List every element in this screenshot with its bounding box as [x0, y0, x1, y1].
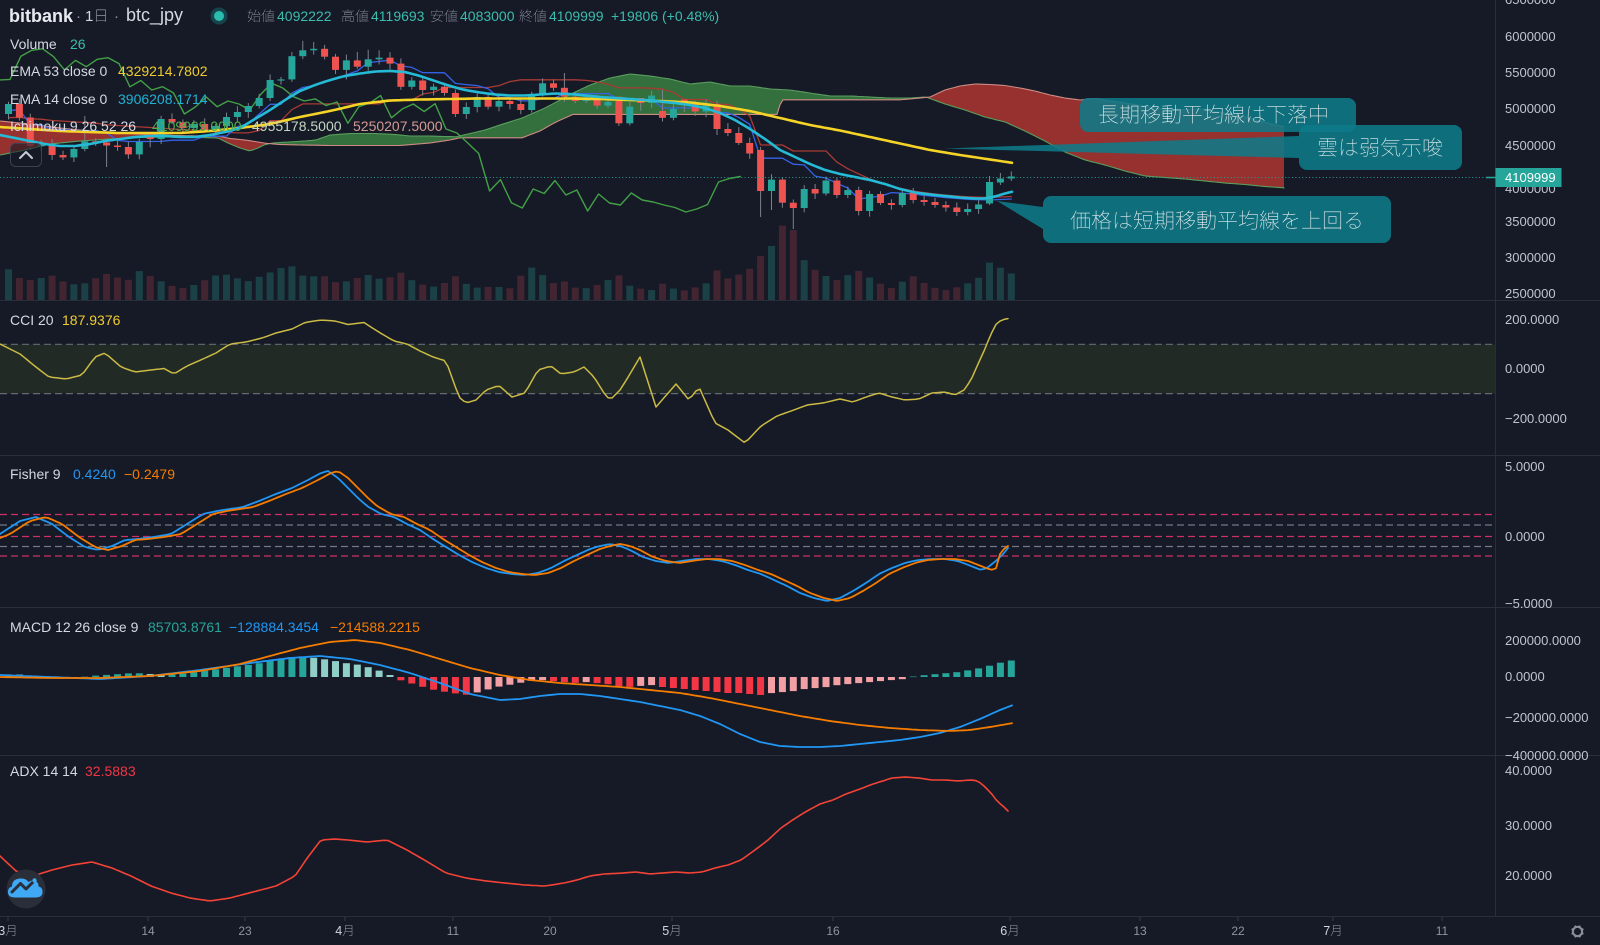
svg-text:EMA 14 close 0: EMA 14 close 0 — [10, 91, 107, 107]
svg-text:+19806 (+0.48%): +19806 (+0.48%) — [611, 8, 719, 24]
svg-text:14: 14 — [141, 924, 155, 938]
svg-text:·: · — [76, 8, 81, 25]
svg-text:26: 26 — [70, 36, 86, 52]
svg-text:13: 13 — [1133, 924, 1147, 938]
svg-text:−128884.3454: −128884.3454 — [229, 619, 319, 635]
svg-text:200.0000: 200.0000 — [1505, 312, 1559, 327]
svg-text:Ichimoku 9 26 52 26: Ichimoku 9 26 52 26 — [10, 118, 136, 134]
svg-text:2500000: 2500000 — [1505, 286, 1556, 301]
svg-text:4955178.5000: 4955178.5000 — [252, 118, 342, 134]
svg-text:0.4240: 0.4240 — [73, 466, 116, 482]
svg-text:32.5883: 32.5883 — [85, 763, 136, 779]
svg-text:4109999: 4109999 — [1505, 170, 1556, 185]
svg-text:3000000: 3000000 — [1505, 250, 1556, 265]
svg-text:5500000: 5500000 — [1505, 65, 1556, 80]
svg-text:−200.0000: −200.0000 — [1505, 411, 1567, 426]
svg-text:3906208.1714: 3906208.1714 — [118, 91, 208, 107]
svg-text:22: 22 — [1231, 924, 1245, 938]
svg-text:CCI 20: CCI 20 — [10, 312, 54, 328]
svg-text:30.0000: 30.0000 — [1505, 818, 1552, 833]
svg-text:4500000: 4500000 — [1505, 138, 1556, 153]
svg-text:4083000: 4083000 — [460, 8, 515, 24]
svg-text:20: 20 — [543, 924, 557, 938]
svg-text:4109999.0000: 4109999.0000 — [152, 118, 242, 134]
svg-text:4: 4 — [335, 924, 342, 938]
svg-text:bitbank: bitbank — [9, 6, 74, 26]
svg-text:4092222: 4092222 — [277, 8, 332, 24]
svg-text:5000000: 5000000 — [1505, 101, 1556, 116]
svg-text:4329214.7802: 4329214.7802 — [118, 63, 208, 79]
svg-text:3: 3 — [0, 924, 5, 938]
svg-text:5250207.5000: 5250207.5000 — [353, 118, 443, 134]
svg-text:−200000.0000: −200000.0000 — [1505, 710, 1589, 725]
svg-text:20.0000: 20.0000 — [1505, 868, 1552, 883]
svg-text:Volume: Volume — [10, 36, 57, 52]
svg-text:Fisher 9: Fisher 9 — [10, 466, 61, 482]
svg-text:1: 1 — [85, 8, 93, 25]
svg-text:16: 16 — [826, 924, 840, 938]
svg-text:11: 11 — [1436, 924, 1449, 938]
svg-text:4119693: 4119693 — [371, 8, 425, 24]
svg-text:−5.0000: −5.0000 — [1505, 596, 1552, 611]
svg-text:3500000: 3500000 — [1505, 214, 1556, 229]
svg-text:−0.2479: −0.2479 — [124, 466, 175, 482]
svg-text:5: 5 — [662, 924, 669, 938]
svg-text:6500000: 6500000 — [1505, 0, 1556, 7]
svg-text:ADX 14 14: ADX 14 14 — [10, 763, 78, 779]
svg-text:EMA 53 close 0: EMA 53 close 0 — [10, 63, 107, 79]
svg-text:6000000: 6000000 — [1505, 29, 1556, 44]
svg-text:40.0000: 40.0000 — [1505, 763, 1552, 778]
svg-text:0.0000: 0.0000 — [1505, 529, 1545, 544]
svg-text:5.0000: 5.0000 — [1505, 459, 1545, 474]
svg-text:7: 7 — [1323, 924, 1330, 938]
svg-text:4109999: 4109999 — [549, 8, 604, 24]
svg-text:23: 23 — [238, 924, 252, 938]
svg-text:200000.0000: 200000.0000 — [1505, 633, 1581, 648]
svg-text:6: 6 — [1000, 924, 1007, 938]
svg-text:0.0000: 0.0000 — [1505, 669, 1545, 684]
svg-text:11: 11 — [447, 924, 460, 938]
svg-text:85703.8761: 85703.8761 — [148, 619, 222, 635]
svg-text:0.0000: 0.0000 — [1505, 361, 1545, 376]
svg-text:−400000.0000: −400000.0000 — [1505, 748, 1589, 763]
svg-text:MACD 12 26 close 9: MACD 12 26 close 9 — [10, 619, 139, 635]
svg-text:btc_jpy: btc_jpy — [126, 5, 183, 26]
svg-text:·: · — [114, 8, 119, 25]
svg-text:−214588.2215: −214588.2215 — [330, 619, 420, 635]
svg-text:187.9376: 187.9376 — [62, 312, 121, 328]
